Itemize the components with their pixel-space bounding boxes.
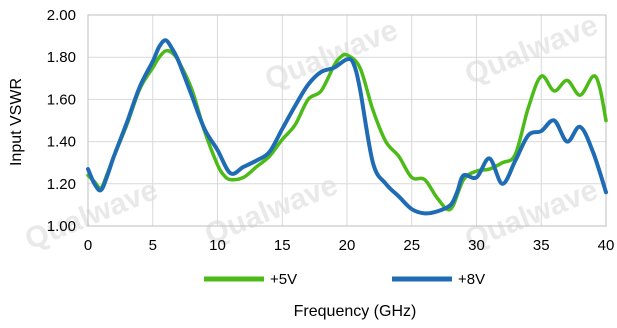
y-tick-label: 1.80	[47, 49, 76, 66]
y-tick-label: 1.00	[47, 218, 76, 235]
legend-label: +8V	[458, 271, 485, 288]
x-axis-title: Frequency (GHz)	[294, 303, 417, 320]
x-tick-label: 25	[403, 237, 420, 254]
legend-label: +5V	[270, 271, 297, 288]
series-line-plus5v	[86, 48, 608, 212]
x-tick-label: 0	[84, 237, 92, 254]
x-tick-label: 5	[149, 237, 157, 254]
legend: +5V +8V	[204, 271, 485, 288]
x-tick-label: 10	[209, 237, 226, 254]
x-tick-label: 30	[468, 237, 485, 254]
y-axis-title: Input VSWR	[8, 78, 25, 166]
x-tick-labels: 0 5 10 15 20 25 30 35 40	[84, 237, 615, 254]
x-tick-label: 40	[598, 237, 615, 254]
x-tick-label: 20	[339, 237, 356, 254]
watermark-text: Qualwave	[260, 13, 402, 96]
y-tick-label: 1.60	[47, 91, 76, 108]
series-lines	[86, 38, 608, 216]
y-tick-label: 1.40	[47, 134, 76, 151]
y-tick-labels: 1.00 1.20 1.40 1.60 1.80 2.00	[47, 7, 76, 235]
x-tick-label: 15	[274, 237, 291, 254]
x-tick-label: 35	[533, 237, 550, 254]
y-tick-label: 2.00	[47, 7, 76, 24]
series-line-plus8v	[86, 38, 608, 216]
y-tick-label: 1.20	[47, 176, 76, 193]
watermark-text: Qualwave	[460, 8, 602, 91]
